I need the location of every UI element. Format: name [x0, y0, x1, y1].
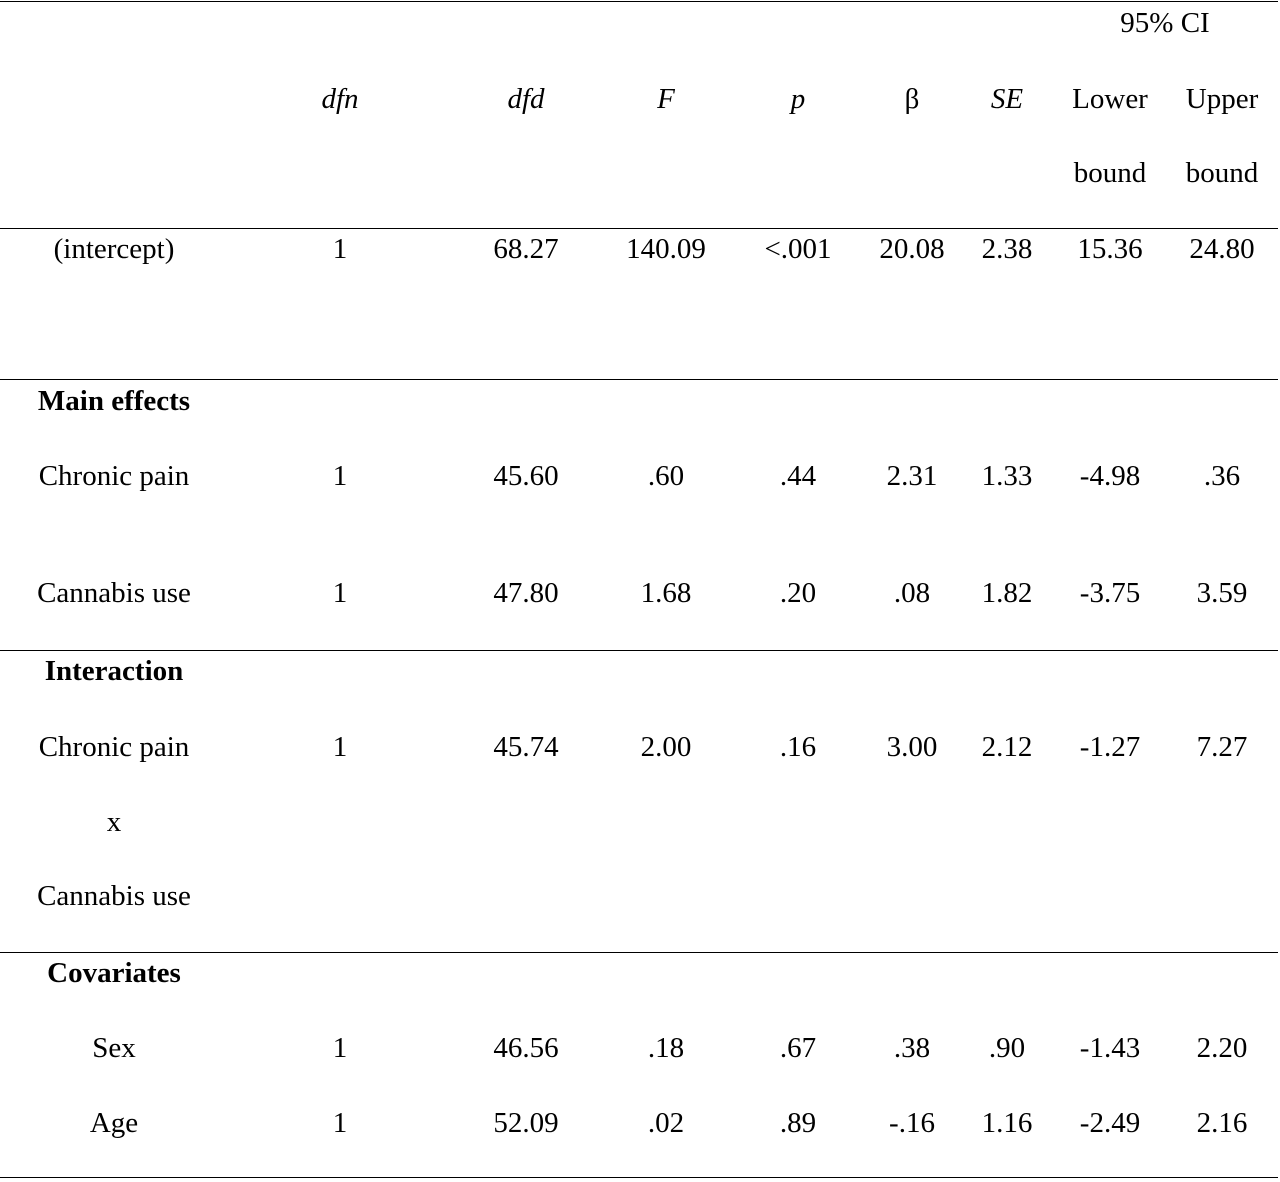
cell-p: <.001 — [764, 233, 832, 265]
cell-p: .89 — [779, 1107, 817, 1139]
cell-se: 1.33 — [981, 460, 1033, 492]
cell-upper: 2.20 — [1196, 1032, 1248, 1064]
cell-f: 2.00 — [640, 731, 692, 763]
cell-dfd: 52.09 — [493, 1107, 559, 1139]
cell-lower: -4.98 — [1079, 460, 1141, 492]
cell-se: .90 — [988, 1032, 1026, 1064]
column-header-se: SE — [990, 83, 1024, 115]
cell-se: 2.38 — [981, 233, 1033, 265]
cell-beta: 2.31 — [886, 460, 938, 492]
cell-dfd: 45.74 — [493, 731, 559, 763]
cell-f: 140.09 — [626, 233, 706, 265]
cell-dfd: 47.80 — [493, 577, 559, 609]
cell-p: .16 — [779, 731, 817, 763]
row-label-line3: Cannabis use — [37, 880, 191, 912]
cell-beta: 3.00 — [886, 731, 938, 763]
column-header-lower-bound: bound — [1073, 157, 1147, 189]
cell-dfd: 68.27 — [493, 233, 559, 265]
cell-se: 2.12 — [981, 731, 1033, 763]
section-heading-main-effects: Main effects — [37, 385, 191, 417]
cell-lower: -3.75 — [1079, 577, 1141, 609]
intercept-bottom-rule — [0, 379, 1278, 380]
column-header-dfn: dfn — [321, 83, 359, 115]
ci-group-header: 95% CI — [1120, 7, 1210, 39]
cell-dfd: 46.56 — [493, 1032, 559, 1064]
cell-upper: 24.80 — [1189, 233, 1255, 265]
cell-dfn: 1 — [332, 1107, 348, 1139]
cell-lower: -2.49 — [1079, 1107, 1141, 1139]
row-label: Cannabis use — [37, 577, 191, 609]
row-label: Chronic pain — [38, 731, 190, 763]
cell-lower: 15.36 — [1077, 233, 1143, 265]
row-label: Sex — [92, 1032, 136, 1064]
cell-beta: .08 — [893, 577, 931, 609]
cell-f: .60 — [647, 460, 685, 492]
table-top-rule — [0, 1, 1278, 2]
cell-lower: -1.43 — [1079, 1032, 1141, 1064]
cell-beta: .38 — [893, 1032, 931, 1064]
column-header-p: p — [790, 83, 806, 115]
cell-se: 1.16 — [981, 1107, 1033, 1139]
column-header-beta: β — [904, 83, 920, 115]
section-heading-interaction: Interaction — [44, 655, 184, 687]
table-bottom-rule — [0, 1177, 1278, 1178]
cell-beta: 20.08 — [879, 233, 945, 265]
row-label: Chronic pain — [38, 460, 190, 492]
column-header-dfd: dfd — [507, 83, 545, 115]
cell-dfn: 1 — [332, 731, 348, 763]
row-label-connector: x — [106, 806, 122, 838]
cell-dfd: 45.60 — [493, 460, 559, 492]
interaction-bottom-rule — [0, 952, 1278, 953]
cell-f: 1.68 — [640, 577, 692, 609]
row-label: (intercept) — [53, 233, 175, 265]
cell-dfn: 1 — [332, 460, 348, 492]
cell-p: .67 — [779, 1032, 817, 1064]
column-header-upper-bound: bound — [1185, 157, 1259, 189]
cell-dfn: 1 — [332, 233, 348, 265]
cell-beta: -.16 — [889, 1107, 935, 1139]
row-label: Age — [89, 1107, 139, 1139]
cell-p: .44 — [779, 460, 817, 492]
cell-p: .20 — [779, 577, 817, 609]
cell-se: 1.82 — [981, 577, 1033, 609]
cell-f: .02 — [647, 1107, 685, 1139]
main-effects-bottom-rule — [0, 650, 1278, 651]
column-header-f: F — [657, 83, 675, 115]
cell-upper: 3.59 — [1196, 577, 1248, 609]
cell-f: .18 — [647, 1032, 685, 1064]
cell-upper: 7.27 — [1196, 731, 1248, 763]
cell-dfn: 1 — [332, 1032, 348, 1064]
cell-lower: -1.27 — [1079, 731, 1141, 763]
column-header-upper: Upper — [1185, 83, 1259, 115]
header-bottom-rule — [0, 228, 1278, 229]
cell-upper: .36 — [1203, 460, 1241, 492]
cell-dfn: 1 — [332, 577, 348, 609]
cell-upper: 2.16 — [1196, 1107, 1248, 1139]
column-header-lower: Lower — [1072, 83, 1148, 115]
section-heading-covariates: Covariates — [47, 957, 181, 989]
